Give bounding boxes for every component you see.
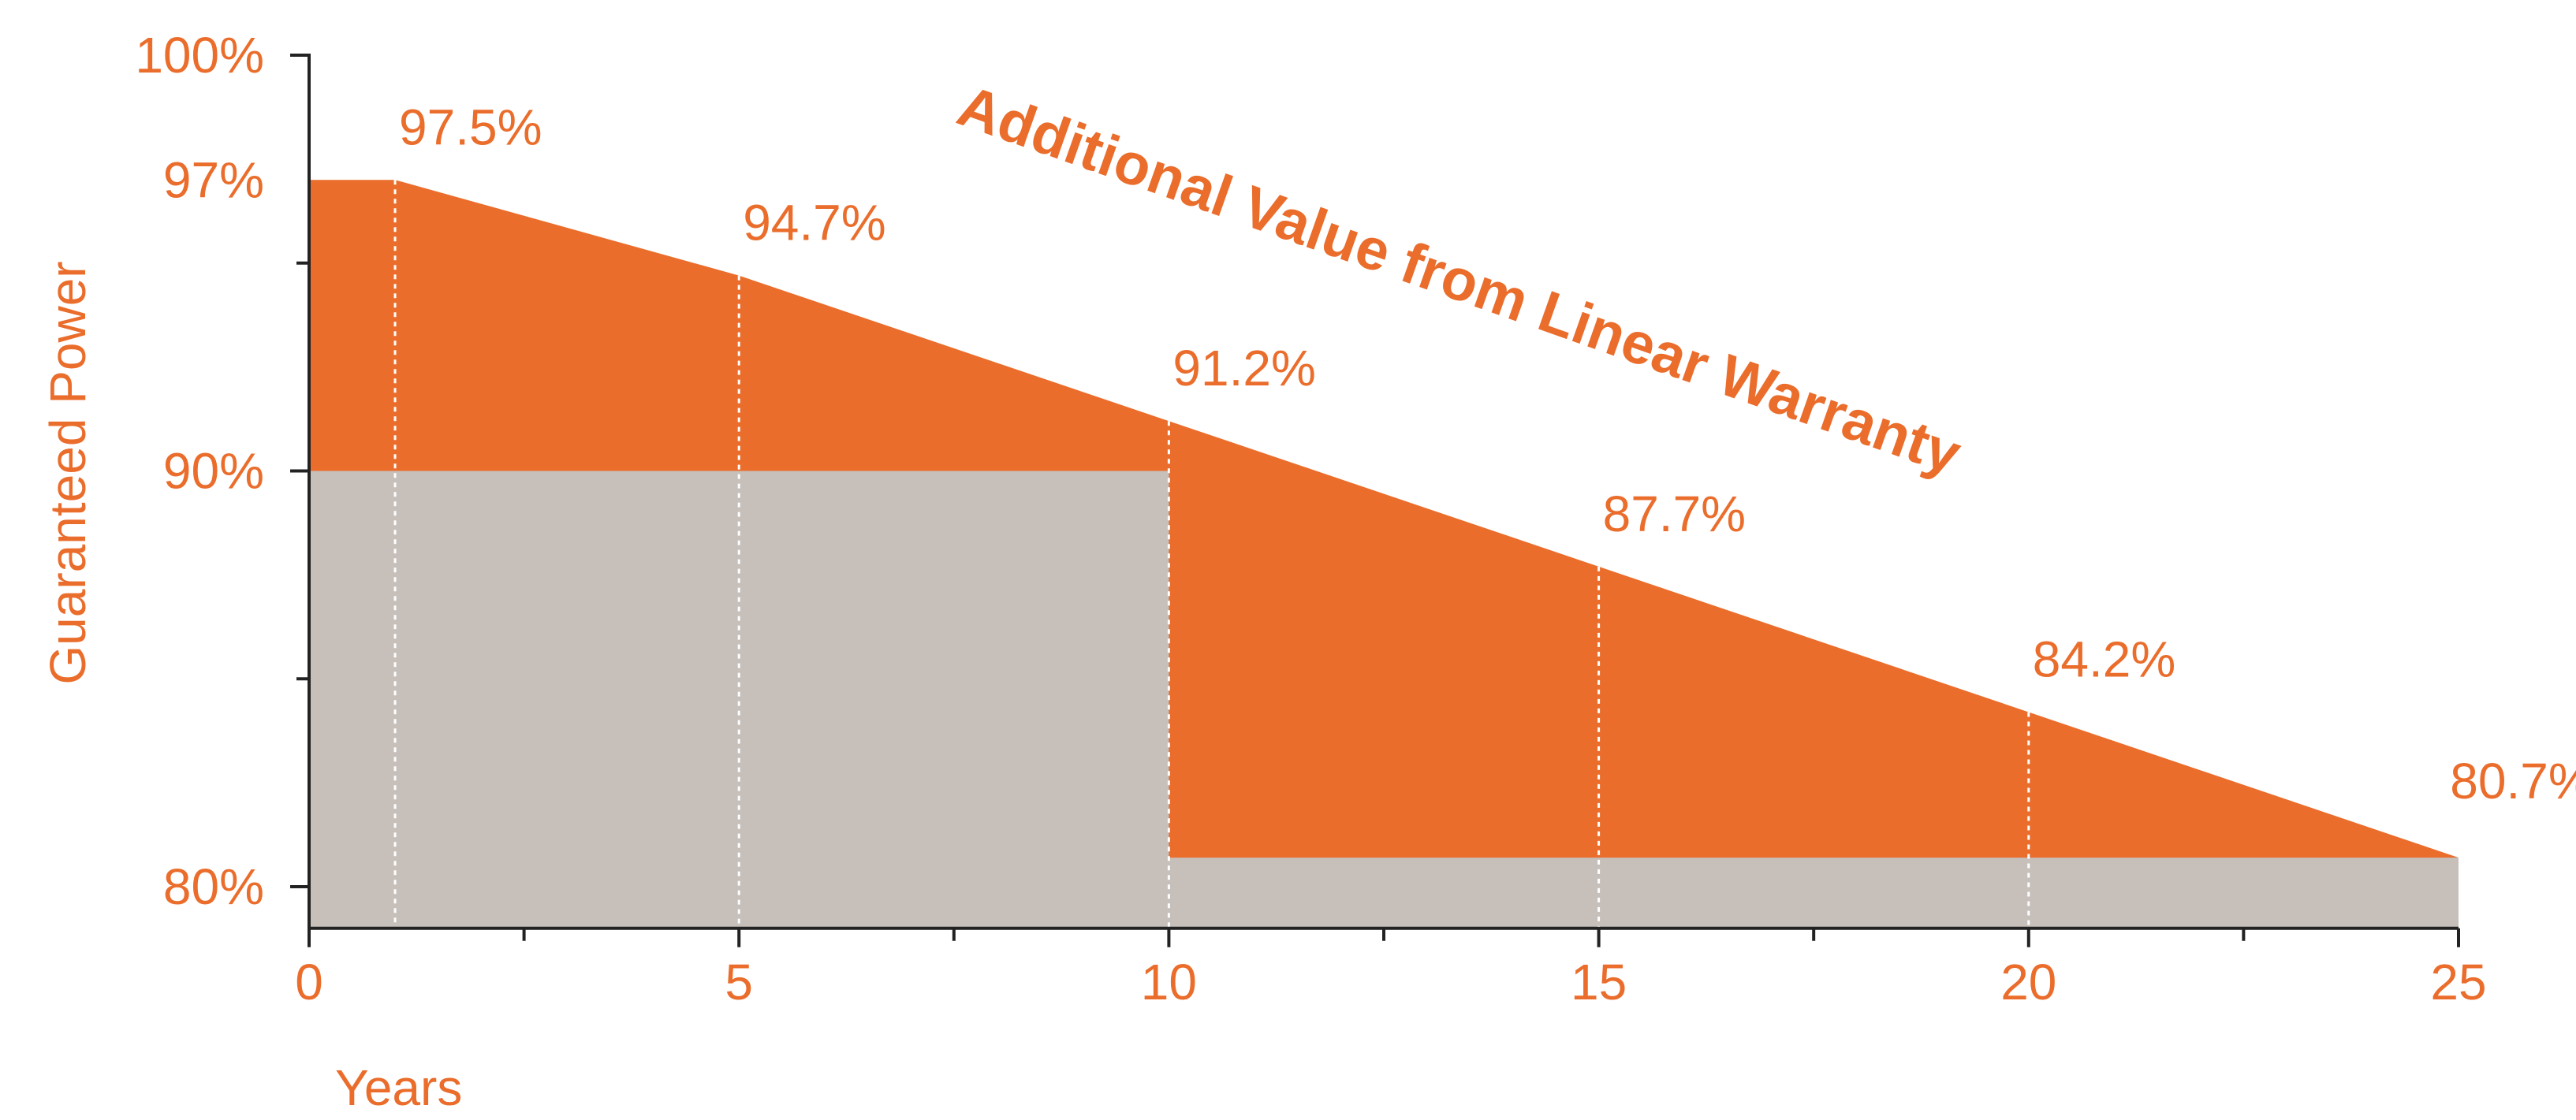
y-tick-label-80: 80% [163,858,264,915]
x-tick-label-20: 20 [2000,954,2056,1010]
x-tick-label-0: 0 [295,954,323,1010]
x-tick-label-15: 15 [1571,954,1627,1010]
data-label-year-5: 94.7% [743,195,885,251]
x-tick-label-10: 10 [1141,954,1197,1010]
x-tick-label-25: 25 [2430,954,2486,1010]
data-label-year-10: 91.2% [1172,340,1315,396]
y-tick-label-90: 90% [163,443,264,500]
step-warranty-area [309,471,2459,928]
data-label-year-1: 97.5% [399,99,542,155]
data-label-year-25: 80.7% [2450,753,2576,809]
y-axis-title: Guaranteed Power [39,261,96,684]
y-tick-label-100: 100% [135,27,264,84]
data-label-year-20: 84.2% [2033,631,2175,687]
y-tick-label-97: 97% [163,151,264,208]
x-axis-title: Years [335,1059,462,1116]
data-label-year-15: 87.7% [1603,486,1746,542]
x-tick-label-5: 5 [725,954,753,1010]
